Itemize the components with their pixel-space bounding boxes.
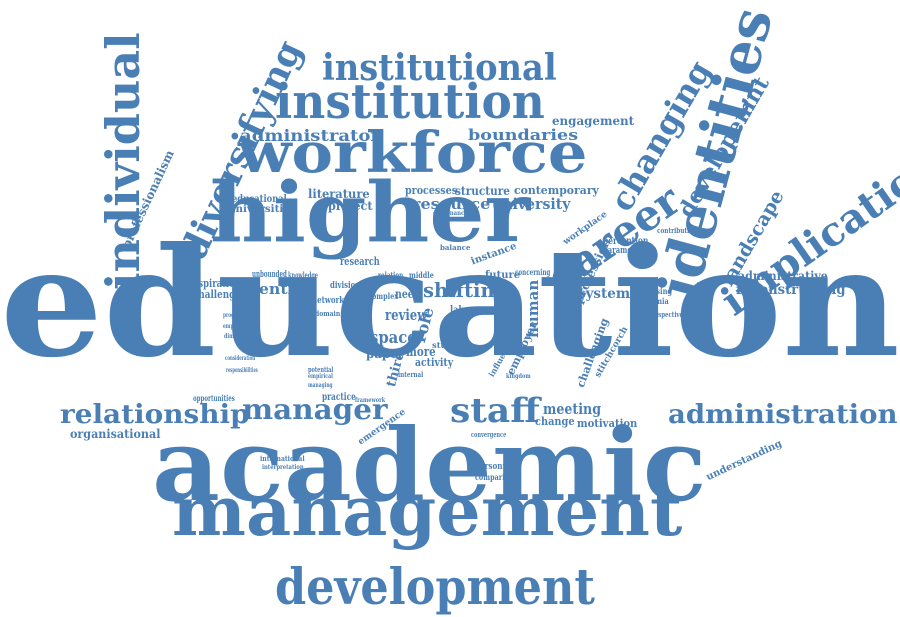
word-programme: programme <box>223 312 252 319</box>
word-activity: activity <box>415 356 454 369</box>
word-research: research <box>340 255 380 268</box>
word-boundaries: boundaries <box>468 126 579 144</box>
word-resource: resource <box>412 195 491 213</box>
word-interpretation: interpretation <box>262 464 304 471</box>
word-identity: identity <box>242 280 310 298</box>
word-consideration: consideration <box>225 355 256 362</box>
word-administration: administration <box>668 400 898 430</box>
word-academia: academia <box>634 296 669 306</box>
word-change: change <box>535 415 575 428</box>
word-space: space <box>370 328 417 348</box>
word-international: international <box>260 454 305 463</box>
word-project: project <box>328 199 373 213</box>
word-contemporary: contemporary <box>514 184 599 197</box>
word-unbounded: unbounded <box>252 270 287 280</box>
word-academic: academic <box>152 406 707 524</box>
word-kingdom: kingdom <box>506 373 531 380</box>
word-dimension: dimension <box>224 333 253 340</box>
word-education: education <box>0 215 900 391</box>
word-literature: literature <box>308 187 370 201</box>
word-staff: staff <box>450 391 540 431</box>
word-framework: framework <box>355 397 386 404</box>
word-development: development <box>275 557 595 616</box>
word-university: university <box>492 195 571 213</box>
word-individual: individual <box>96 32 150 290</box>
word-understanding: understanding <box>704 438 784 484</box>
word-governance: governance <box>433 210 468 217</box>
word-review: review <box>385 306 428 324</box>
word-administrator: administrator <box>240 126 380 145</box>
word-future: future <box>485 270 521 281</box>
word-challenge: challenge <box>193 288 241 301</box>
word-empirical: empirical <box>308 373 333 380</box>
word-processes: processes <box>405 184 458 197</box>
word-responsibilities: responsibilities <box>226 367 258 374</box>
word-domain: domain <box>315 309 341 318</box>
word-network: network <box>312 296 345 306</box>
word-educational: educational <box>232 194 287 205</box>
word-aspiration: aspiration <box>193 277 241 290</box>
word-system: system <box>578 286 631 302</box>
word-concerning: concerning <box>515 267 551 277</box>
word-workforce: workforce <box>238 120 588 186</box>
word-managing: managing <box>308 382 333 389</box>
word-reconstructing: reconstructing <box>736 282 846 298</box>
word-management: management <box>172 472 683 552</box>
word-relationship: relationship <box>60 400 250 430</box>
word-need: need <box>395 287 421 301</box>
word-universities: universities <box>228 204 296 215</box>
word-institutional: institutional <box>322 47 557 89</box>
word-practice: practice <box>322 392 356 403</box>
word-motivation: motivation <box>577 417 638 430</box>
word-manager: manager <box>242 393 388 426</box>
word-perception: perception <box>603 236 649 247</box>
word-contribution: contribution <box>657 226 698 235</box>
word-parameter: parameter <box>603 246 643 256</box>
word-labour: labour <box>450 305 481 316</box>
word-employment: employment <box>223 323 254 330</box>
word-paper: paper <box>366 347 404 362</box>
word-opportunities: opportunities <box>193 393 235 403</box>
word-division: division <box>330 281 361 291</box>
word-meeting: meeting <box>543 400 602 418</box>
word-balance: balance <box>440 243 471 252</box>
word-more: more <box>406 345 436 360</box>
word-shifting: shifting <box>423 278 509 302</box>
word-higher: higher <box>210 165 531 261</box>
word-potential: potential <box>308 365 334 374</box>
word-middle: middle <box>409 270 434 280</box>
word-optimising: optimising <box>632 286 673 296</box>
word-personnel: personnel <box>475 462 516 472</box>
word-engagement: engagement <box>552 114 635 128</box>
word-convergence: convergence <box>471 430 507 439</box>
word-study: study <box>432 340 458 350</box>
word-perspective: perspective <box>648 310 684 319</box>
word-structure: structure <box>455 184 510 198</box>
word-organisational: organisational <box>70 427 161 441</box>
word-internal: internal <box>398 370 424 379</box>
word-comparison: comparison <box>475 472 518 482</box>
word-administrative: administrative <box>738 269 828 283</box>
word-complex: complex <box>368 291 399 301</box>
word-institution: institution <box>275 74 545 130</box>
word-knowledge: knowledge <box>288 270 318 280</box>
word-relation: relation <box>378 270 404 280</box>
